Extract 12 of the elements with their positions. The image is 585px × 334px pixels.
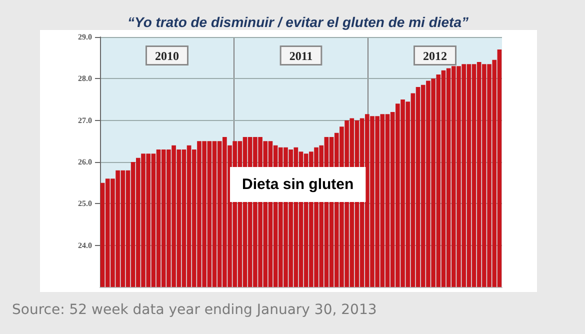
annotation: Dieta sin gluten — [242, 176, 354, 193]
source-note: Source: 52 week data year ending January 30, 2013 — [12, 302, 377, 318]
annotation: 2010 — [155, 49, 179, 63]
y-tick-label: 25.0 — [78, 199, 92, 208]
annotation: 2012 — [423, 49, 447, 63]
annotation: 2011 — [289, 49, 313, 63]
y-tick-label: 26.0 — [78, 158, 92, 166]
y-tick-label: 28.0 — [78, 74, 92, 84]
chart-title: “Yo trato de disminuir / evitar el gluten de mi dieta” — [128, 14, 468, 30]
y-tick-label: 29.0 — [78, 32, 92, 42]
y-tick-label: 24.0 — [78, 240, 92, 250]
y-tick-label: 27.0 — [78, 116, 92, 125]
